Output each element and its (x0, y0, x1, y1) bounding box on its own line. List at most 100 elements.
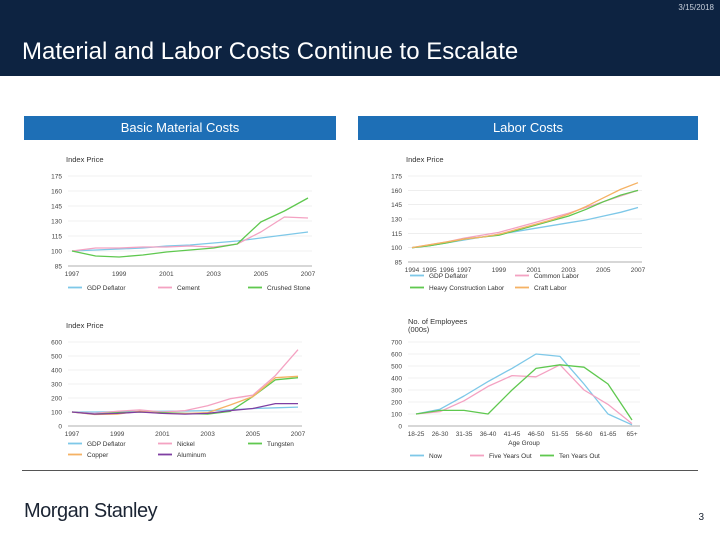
chart-basic-materials: Index Price 85 100 115 130 145 160 175 1997 1999 2… (51, 155, 316, 292)
y-tick-label: 200 (51, 396, 62, 403)
x-tick-label: 2001 (155, 431, 170, 438)
section-bar-labor: Labor Costs (358, 116, 698, 140)
y-tick-label: 160 (51, 189, 62, 196)
y-tick-label: 175 (391, 174, 402, 181)
x-tick-label: 65+ (626, 431, 637, 438)
series-line-craft-labor (411, 182, 639, 249)
slide-date: 3/15/2018 (678, 3, 714, 12)
legend-label: Crushed Stone (267, 285, 311, 292)
x-tick-label: 1997 (457, 267, 472, 274)
y-tick-label: 100 (51, 410, 62, 417)
x-tick-label: 51-55 (552, 431, 569, 438)
x-tick-label: 41-45 (504, 431, 521, 438)
x-tick-label: 2005 (246, 431, 261, 438)
x-tick-label: 2001 (159, 271, 174, 278)
y-tick-label: 100 (391, 245, 402, 252)
y-tick-label: 100 (51, 249, 62, 256)
legend-label: Ten Years Out (559, 453, 600, 460)
legend-label: GDP Deflator (87, 285, 126, 292)
legend-label: Craft Labor (534, 285, 567, 292)
x-tick-label: 2007 (301, 271, 316, 278)
y-axis-title: Index Price (66, 321, 104, 330)
x-tick-label: 36-40 (480, 431, 497, 438)
x-tick-label: 26-30 (432, 431, 449, 438)
legend-label: GDP Deflator (429, 273, 468, 280)
x-axis-title: Age Group (508, 440, 540, 447)
x-tick-label: 31-35 (456, 431, 473, 438)
y-axis-title: Index Price (66, 155, 104, 164)
y-tick-label: 85 (395, 260, 403, 267)
x-tick-label: 2005 (596, 267, 611, 274)
x-tick-label: 1999 (492, 267, 507, 274)
x-tick-label: 18-25 (408, 431, 425, 438)
chart-employees-age: No. of Employees(000s) 0 100 200 300 400 500 60… (391, 317, 640, 460)
y-tick-label: 400 (51, 368, 62, 375)
x-tick-label: 2007 (631, 267, 646, 274)
series-line-nickel (71, 349, 299, 415)
y-tick-label: 130 (391, 217, 402, 224)
y-tick-label: 100 (391, 412, 402, 419)
legend-label: Aluminum (177, 452, 206, 459)
series-line-gdp-deflator (71, 231, 309, 252)
legend-label: Five Years Out (489, 453, 532, 460)
header-banner: 3/15/2018 Material and Labor Costs Conti… (0, 0, 720, 76)
series-line-now (415, 353, 633, 426)
x-tick-label: 1996 (440, 267, 455, 274)
legend-label: Now (429, 453, 442, 460)
brand-logo: Morgan Stanley (24, 500, 158, 522)
x-tick-label: 2005 (254, 271, 269, 278)
y-tick-label: 0 (398, 424, 402, 431)
chart-metals: Index Price 0 100 200 300 400 500 600 1997 1999 20… (51, 321, 306, 459)
legend-label: Tungsten (267, 441, 294, 448)
y-tick-label: 0 (58, 424, 62, 431)
legend-label: Copper (87, 452, 109, 459)
y-tick-label: 500 (391, 364, 402, 371)
series-line-gdp-deflator (72, 406, 299, 413)
y-tick-label: 145 (391, 202, 402, 209)
y-tick-label: 400 (391, 376, 402, 383)
y-tick-label: 600 (51, 340, 62, 347)
series-line-heavy-construction-labor (411, 189, 639, 249)
y-tick-label: 500 (51, 354, 62, 361)
section-bar-materials: Basic Material Costs (24, 116, 336, 140)
y-tick-label: 115 (392, 231, 403, 238)
series-line-crushed-stone (71, 197, 309, 258)
legend-label: Nickel (177, 441, 195, 448)
x-tick-label: 1995 (422, 267, 437, 274)
y-tick-label: 85 (55, 264, 63, 271)
y-tick-label: 600 (391, 352, 402, 359)
x-tick-label: 1997 (65, 431, 80, 438)
y-tick-label: 175 (51, 174, 62, 181)
series-line-cement (71, 216, 309, 252)
y-axis-title: Index Price (406, 155, 444, 164)
x-tick-label: 46-50 (528, 431, 545, 438)
x-tick-label: 2003 (206, 271, 221, 278)
series-line-aluminum (71, 402, 298, 415)
x-tick-label: 1999 (112, 271, 127, 278)
x-tick-label: 2007 (291, 431, 306, 438)
y-tick-label: 700 (391, 340, 402, 347)
legend-label: Cement (177, 285, 200, 292)
y-tick-label: 160 (391, 188, 402, 195)
page-title: Material and Labor Costs Continue to Esc… (22, 38, 519, 65)
x-tick-label: 56-60 (576, 431, 593, 438)
y-axis-title: No. of Employees (408, 317, 467, 326)
x-tick-label: 61-65 (600, 431, 617, 438)
footer-divider (22, 470, 698, 471)
legend-label: GDP Deflator (87, 441, 126, 448)
x-tick-label: 2003 (200, 431, 215, 438)
page-number: 3 (698, 512, 704, 523)
x-tick-label: 2003 (561, 267, 576, 274)
series-line-five-years-out (415, 364, 633, 425)
x-tick-label: 2001 (526, 267, 541, 274)
y-tick-label: 300 (391, 388, 402, 395)
x-tick-label: 1997 (65, 271, 80, 278)
y-tick-label: 200 (391, 400, 402, 407)
y-tick-label: 115 (52, 234, 63, 241)
y-tick-label: 300 (51, 382, 62, 389)
y-tick-label: 130 (51, 219, 62, 226)
legend-label: Common Labor (534, 273, 580, 280)
legend-label: Heavy Construction Labor (429, 285, 505, 292)
y-axis-title-unit: (000s) (408, 325, 430, 334)
